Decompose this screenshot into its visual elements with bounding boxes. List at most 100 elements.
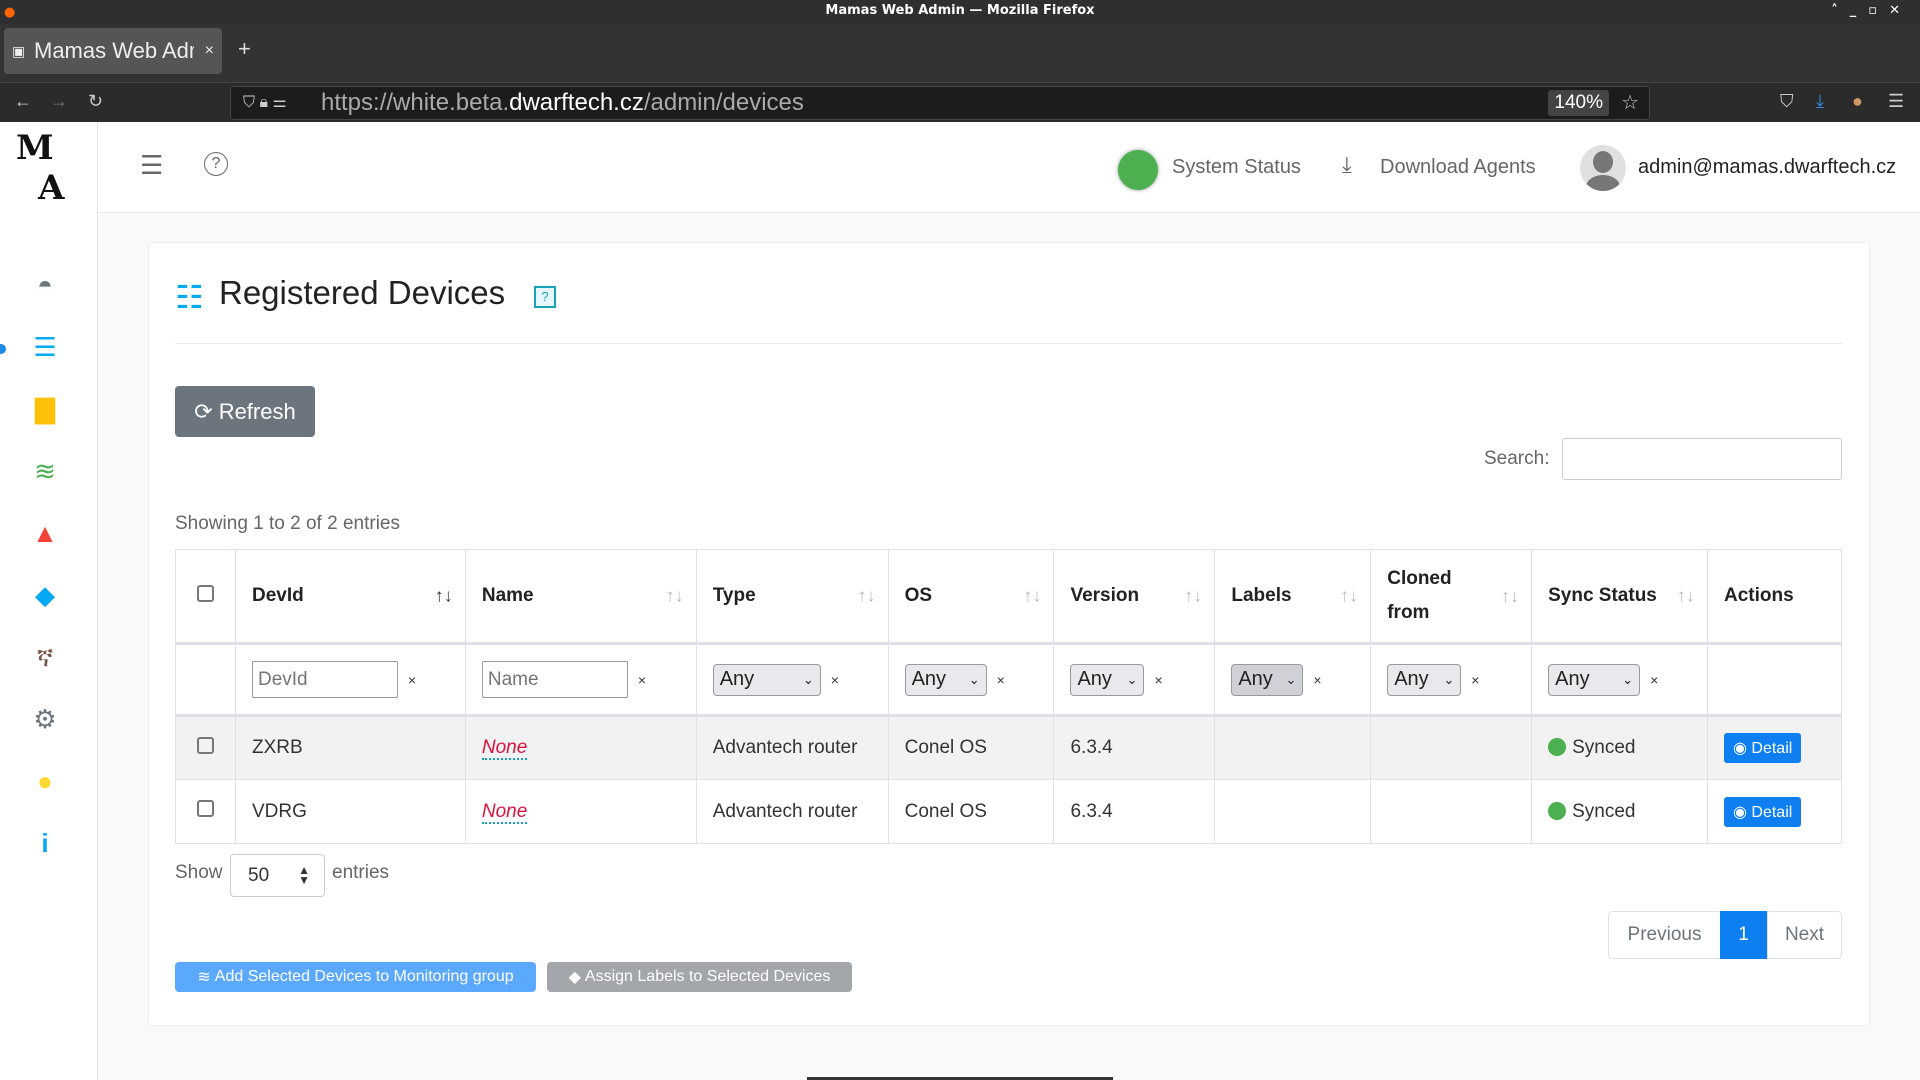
layers-icon[interactable]: ≋ bbox=[34, 456, 56, 486]
previous-page-button[interactable]: Previous bbox=[1608, 911, 1721, 959]
sort-icon[interactable]: ↑↓ bbox=[1501, 586, 1520, 606]
close-tab-icon[interactable]: × bbox=[204, 42, 214, 59]
column-sync-status[interactable]: Sync Status ↑↓ bbox=[1531, 549, 1708, 644]
system-status-link[interactable]: System Status bbox=[1172, 156, 1301, 178]
reload-icon[interactable]: ↻ bbox=[88, 91, 104, 111]
os-cell: Conel OS bbox=[887, 779, 1055, 844]
os-cell: Conel OS bbox=[887, 715, 1055, 780]
page-1-button[interactable]: 1 bbox=[1720, 911, 1767, 959]
info-icon[interactable]: i bbox=[41, 828, 49, 858]
avatar[interactable] bbox=[1580, 145, 1626, 191]
top-header: ☰ ? System Status ⤓ Download Agents admi… bbox=[98, 122, 1920, 213]
sort-icon[interactable]: ↑↓ bbox=[665, 585, 684, 606]
cloned-from-filter-select[interactable]: Any ⌄ bbox=[1387, 663, 1462, 696]
route-icon[interactable]: ኛ bbox=[36, 642, 54, 672]
add-to-monitoring-group-button[interactable]: ≋ Add Selected Devices to Monitoring grou… bbox=[175, 962, 536, 992]
detail-button[interactable]: ◉ Detail bbox=[1723, 796, 1802, 827]
sort-icon[interactable]: ↑↓ bbox=[1184, 585, 1203, 606]
user-email[interactable]: admin@mamas.dwarftech.cz bbox=[1638, 156, 1897, 178]
page-help-button[interactable]: ? bbox=[534, 286, 556, 308]
detail-button[interactable]: ◉ Detail bbox=[1723, 733, 1802, 763]
column-devid[interactable]: DevId ↑↓ bbox=[234, 549, 466, 644]
clear-filter-button[interactable]: × bbox=[637, 671, 647, 688]
name-filter-input[interactable] bbox=[481, 661, 628, 698]
download-agents-link[interactable]: Download Agents bbox=[1380, 156, 1536, 178]
row-checkbox[interactable] bbox=[196, 800, 214, 817]
name-cell[interactable]: None bbox=[481, 800, 528, 824]
gear-icon[interactable]: ⚙ bbox=[33, 704, 57, 734]
question-icon[interactable]: ● bbox=[37, 766, 53, 796]
sidebar: M A ◓ ☰ ▇ ≋ ▲ ◆ ኛ ⚙ ● i bbox=[0, 122, 98, 1080]
version-filter-select[interactable]: Any ⌄ bbox=[1070, 663, 1145, 696]
refresh-button[interactable]: ⟳ Refresh bbox=[175, 386, 315, 437]
dashboard-icon[interactable]: ◓ bbox=[37, 270, 53, 300]
name-cell[interactable]: None bbox=[481, 737, 528, 760]
type-filter-select[interactable]: Any ⌄ bbox=[712, 663, 821, 696]
clear-filter-button[interactable]: × bbox=[1313, 672, 1322, 688]
downloads-icon[interactable]: ⤓ bbox=[1816, 91, 1824, 111]
clear-filter-button[interactable]: × bbox=[1471, 672, 1480, 688]
type-cell: Advantech router bbox=[695, 779, 889, 844]
window-controls[interactable]: ˄_▫✕ bbox=[1831, 3, 1912, 18]
clear-filter-button[interactable]: × bbox=[996, 672, 1005, 688]
eye-icon: ◉ bbox=[1732, 740, 1747, 757]
url-bar[interactable]: ⛉ 🔒︎ ⚌ https://white.beta.dwarftech.cz/a… bbox=[230, 86, 1650, 120]
favicon-icon: ▣ bbox=[12, 43, 26, 59]
sort-icon[interactable]: ↑↓ bbox=[1023, 585, 1042, 606]
browser-tab[interactable]: ▣ Mamas Web Admin × bbox=[4, 28, 222, 74]
window-title: Mamas Web Admin — Mozilla Firefox bbox=[825, 3, 1095, 18]
shield-icon: ⛉ 🔒︎ ⚌ bbox=[243, 94, 287, 111]
sort-icon[interactable]: ↑↓ bbox=[434, 585, 453, 606]
assign-labels-button[interactable]: ◆ Assign Labels to Selected Devices bbox=[547, 962, 852, 992]
clear-filter-button[interactable]: × bbox=[830, 672, 839, 688]
clear-filter-button[interactable]: × bbox=[407, 671, 417, 688]
tags-icon[interactable]: ◆ bbox=[35, 580, 55, 610]
sync-status-filter-select[interactable]: Any ⌄ bbox=[1548, 663, 1641, 696]
zoom-level[interactable]: 140% bbox=[1548, 90, 1609, 116]
window-titlebar: Mamas Web Admin — Mozilla Firefox ● ˄_▫✕ bbox=[0, 0, 1920, 24]
sync-status-cell: Synced bbox=[1531, 715, 1708, 780]
sort-icon[interactable]: ↑↓ bbox=[1676, 585, 1695, 606]
version-cell: 6.3.4 bbox=[1053, 779, 1216, 844]
bookmark-star-icon[interactable]: ☆ bbox=[1621, 92, 1639, 114]
clear-filter-button[interactable]: × bbox=[1154, 672, 1163, 688]
pocket-icon[interactable]: ⛉ bbox=[1780, 91, 1794, 111]
new-tab-button[interactable]: + bbox=[238, 36, 251, 61]
table-row: VDRG None Advantech router Conel OS 6.3.… bbox=[175, 779, 1843, 844]
help-icon[interactable]: ? bbox=[204, 152, 228, 176]
hamburger-menu-icon[interactable]: ☰ bbox=[140, 150, 164, 180]
select-all-checkbox[interactable] bbox=[196, 584, 214, 602]
column-type[interactable]: Type ↑↓ bbox=[695, 549, 889, 644]
type-cell: Advantech router bbox=[695, 715, 889, 780]
devid-filter-input[interactable] bbox=[251, 661, 398, 698]
search-input[interactable] bbox=[1562, 438, 1842, 480]
forward-icon[interactable]: → bbox=[50, 91, 68, 111]
logo[interactable]: M A bbox=[16, 128, 65, 208]
page-size-select[interactable]: 50 ▲ ▼ bbox=[230, 854, 325, 897]
download-icon[interactable]: ⤓ bbox=[1342, 152, 1352, 177]
file-icon[interactable]: ▇ bbox=[35, 394, 55, 424]
eye-icon: ◉ bbox=[1732, 803, 1747, 821]
column-version[interactable]: Version ↑↓ bbox=[1053, 549, 1216, 644]
sort-icon[interactable]: ↑↓ bbox=[1340, 585, 1359, 606]
sort-icon[interactable]: ↑↓ bbox=[857, 585, 876, 606]
system-status-indicator[interactable] bbox=[1118, 150, 1158, 190]
os-filter-select[interactable]: Any ⌄ bbox=[904, 663, 987, 696]
column-cloned-from[interactable]: Cloned from ↑↓ bbox=[1370, 549, 1533, 644]
warning-icon[interactable]: ▲ bbox=[32, 518, 58, 548]
url-path: /admin/devices bbox=[643, 89, 804, 116]
next-page-button[interactable]: Next bbox=[1767, 911, 1842, 959]
back-icon[interactable]: ← bbox=[14, 91, 32, 111]
row-checkbox[interactable] bbox=[196, 736, 214, 754]
column-os[interactable]: OS ↑↓ bbox=[887, 549, 1055, 644]
divider bbox=[175, 343, 1842, 344]
extension-icon[interactable]: ● bbox=[1852, 91, 1863, 111]
labels-filter-select[interactable]: Any ⌄ bbox=[1231, 663, 1304, 696]
column-name[interactable]: Name ↑↓ bbox=[464, 549, 697, 644]
clear-filter-button[interactable]: × bbox=[1650, 672, 1659, 688]
nav-bar: ← → ↻ ⛉ 🔒︎ ⚌ https://white.beta.dwarftec… bbox=[0, 82, 1920, 122]
column-labels[interactable]: Labels ↑↓ bbox=[1214, 549, 1372, 644]
list-icon[interactable]: ☰ bbox=[33, 332, 57, 362]
url-prefix: https://white.beta. bbox=[321, 89, 510, 116]
menu-icon[interactable]: ☰ bbox=[1888, 91, 1905, 111]
